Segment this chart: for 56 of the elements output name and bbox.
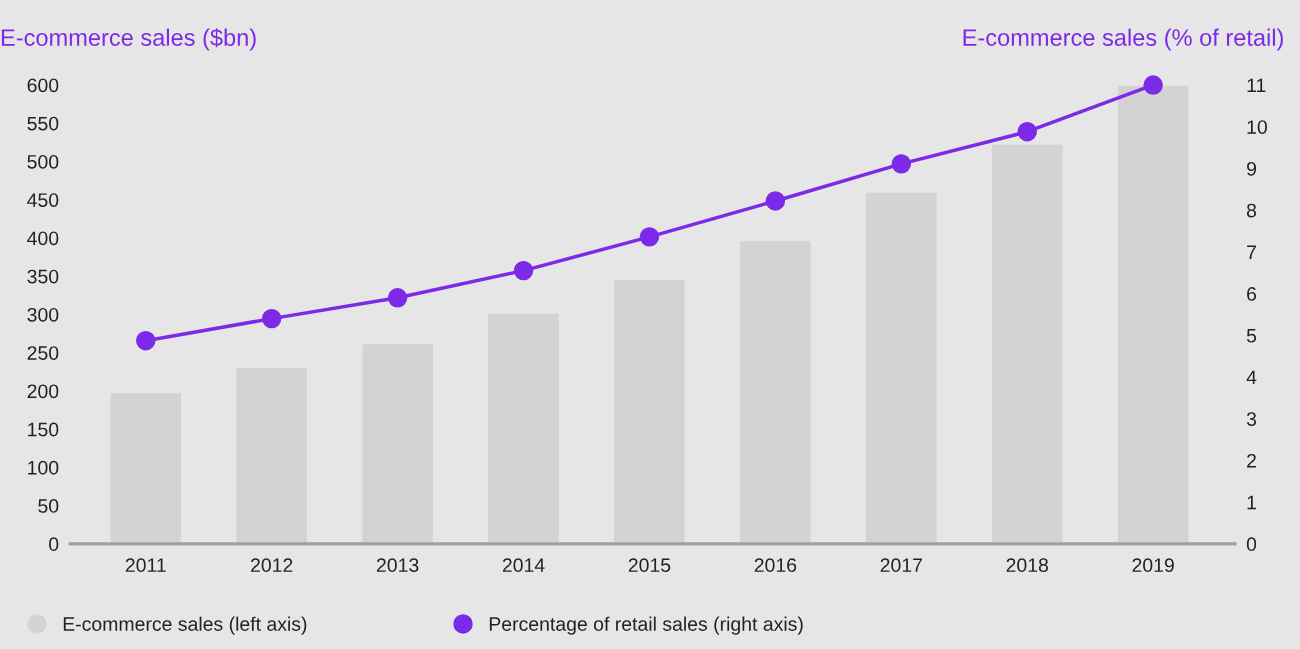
x-tick-label: 2017 <box>880 558 922 573</box>
y2-tick-label: 10 <box>1247 120 1267 134</box>
x-tick-label: 2012 <box>251 558 293 573</box>
bar <box>866 192 937 544</box>
y-tick-label: 200 <box>27 384 59 399</box>
bar <box>110 393 182 544</box>
y-tick-label: 550 <box>27 116 59 131</box>
x-tick-label: 2013 <box>376 558 419 573</box>
point <box>513 260 534 281</box>
y-tick-label: 450 <box>27 193 59 207</box>
bar <box>614 280 685 544</box>
bar <box>991 144 1063 544</box>
y2-tick-label: 7 <box>1247 245 1256 259</box>
point <box>136 330 156 351</box>
y-tick-label: 250 <box>27 346 59 360</box>
y-tick-label: 500 <box>27 154 59 169</box>
point <box>1017 122 1037 142</box>
x-tick-label: 2011 <box>125 558 166 573</box>
y2-tick-label: 0 <box>1246 537 1257 552</box>
point <box>639 227 660 247</box>
bar <box>236 367 307 544</box>
bar <box>1117 85 1189 544</box>
x-tick-label: 2014 <box>502 558 545 573</box>
bar <box>740 241 811 544</box>
legend-label: Percentage of retail sales (right axis) <box>489 616 803 635</box>
y2-tick-label: 5 <box>1246 328 1257 343</box>
legend-label: E-commerce sales (left axis) <box>63 616 307 635</box>
point <box>387 288 408 308</box>
point <box>891 154 912 174</box>
bar <box>362 344 433 544</box>
y2-tick-label: 3 <box>1246 412 1257 426</box>
y2-tick-label: 6 <box>1247 287 1257 301</box>
y-axis-title: E-commerce sales ($bn) <box>1 28 256 51</box>
point <box>765 191 786 211</box>
x-tick-label: 2019 <box>1132 558 1174 573</box>
y2-tick-label: 2 <box>1247 453 1256 468</box>
x-tick-label: 2016 <box>754 558 797 573</box>
y-tick-label: 350 <box>27 269 59 284</box>
y-tick-label: 50 <box>38 499 59 513</box>
point <box>1143 75 1163 95</box>
y-tick-label: 150 <box>28 422 59 437</box>
x-tick-label: 2018 <box>1006 558 1049 573</box>
y2-tick-label: 8 <box>1246 203 1257 218</box>
y-tick-label: 300 <box>27 307 59 322</box>
y2-tick-label: 11 <box>1247 78 1266 93</box>
point <box>261 308 282 329</box>
x-tick-label: 2015 <box>628 558 671 573</box>
y2-tick-label: 4 <box>1246 370 1257 385</box>
y-tick-label: 400 <box>27 231 59 246</box>
y2-tick-label: 1 <box>1247 495 1256 510</box>
y2-tick-label: 9 <box>1247 161 1256 176</box>
y-tick-label: 100 <box>28 460 59 475</box>
y-tick-label: 0 <box>49 537 59 552</box>
bar <box>488 313 559 544</box>
y2-axis-title: E-commerce sales (% of retail) <box>963 28 1283 51</box>
y-tick-label: 600 <box>27 78 59 93</box>
